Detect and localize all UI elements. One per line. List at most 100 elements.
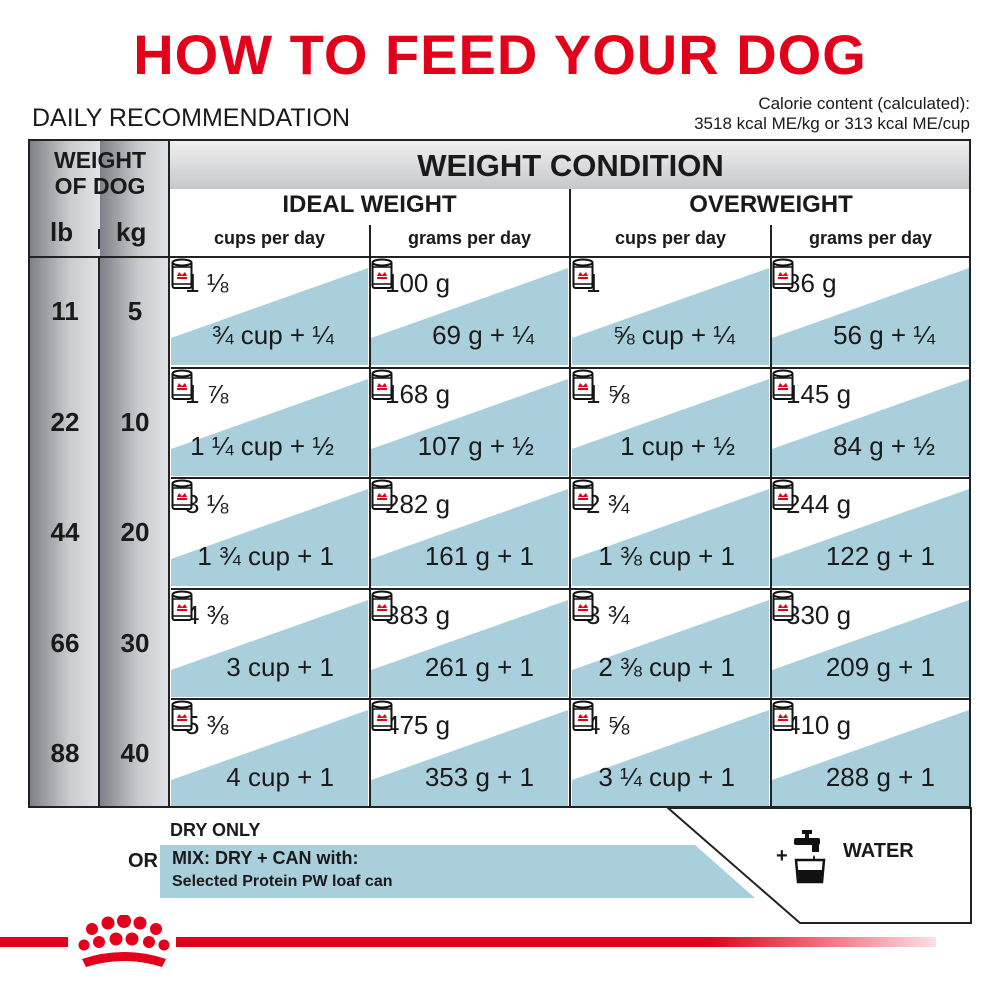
row-lb-value: 66 [50, 628, 80, 658]
can-icon [572, 700, 594, 731]
cell-dry-amount: 410 g [786, 710, 852, 740]
col-over-cups: cups per day [614, 228, 727, 248]
lb-kg-divider [98, 256, 100, 806]
row-kg-value: 10 [120, 407, 150, 437]
cell-diagonal-fill [171, 710, 368, 806]
table-cell: 168 g 107 g + ½ [371, 369, 568, 476]
cell-mix-amount: 84 g + ½ [833, 431, 935, 461]
table-cell: 1⅝ cup + ¼ [572, 258, 769, 365]
can-icon [572, 479, 594, 510]
cell-dry-amount: 330 g [786, 600, 852, 630]
brand-line-right [176, 937, 936, 947]
mix-label: MIX: DRY + CAN with: [172, 848, 359, 868]
row-lb-value: 22 [50, 407, 80, 437]
can-icon [371, 700, 393, 731]
cell-mix-amount: 3 cup + 1 [226, 652, 334, 682]
cell-diagonal-fill [572, 379, 769, 476]
cell-mix-amount: 1 ⅜ cup + 1 [598, 541, 735, 571]
weight-header-line-1: WEIGHT [54, 147, 146, 173]
cell-dry-amount: 145 g [786, 379, 852, 409]
weight-divider [168, 141, 170, 806]
col-over-grams: grams per day [808, 228, 933, 248]
weight-of-dog-header: WEIGHT OF DOG [30, 147, 170, 199]
table-cell: 244 g 122 g + 1 [772, 479, 969, 586]
lb-header: lb [50, 217, 74, 247]
cell-diagonal-fill [772, 268, 969, 365]
row-divider [171, 698, 969, 700]
cell-mix-amount: 288 g + 1 [825, 762, 935, 792]
row-kg-value: 5 [127, 296, 143, 326]
cell-dry-amount: 168 g [385, 379, 451, 409]
cell-diagonal-fill [772, 710, 969, 806]
cell-mix-amount: 161 g + 1 [424, 541, 534, 571]
cell-diagonal-fill [371, 379, 568, 476]
table-cell: 410 g 288 g + 1 [772, 700, 969, 806]
can-icon [171, 590, 193, 621]
cell-mix-amount: 1 ¾ cup + 1 [197, 541, 334, 571]
cell-mix-amount: ¾ cup + ¼ [211, 320, 334, 350]
header-bottom-line [30, 256, 969, 258]
cell-mix-amount: 1 cup + ½ [620, 431, 735, 461]
or-label: OR [128, 850, 158, 872]
cell-diagonal-fill [371, 710, 568, 806]
cell-mix-amount: 122 g + 1 [825, 541, 935, 571]
cell-dry-amount: 282 g [385, 489, 451, 519]
can-icon [772, 258, 794, 289]
col-ideal-grams: grams per day [407, 228, 532, 248]
mix-product-label: Selected Protein PW loaf can [172, 873, 393, 890]
can-icon [572, 590, 594, 621]
table-cell: 330 g 209 g + 1 [772, 590, 969, 697]
cell-diagonal-fill [171, 379, 368, 476]
cell-dry-amount: 86 g [786, 268, 837, 298]
can-icon [772, 479, 794, 510]
cell-diagonal-fill [772, 379, 969, 476]
can-icon [171, 369, 193, 400]
water-tap-icon [794, 830, 826, 884]
cell-mix-amount: ⅝ cup + ¼ [612, 320, 735, 350]
weight-lb-column [30, 141, 100, 806]
cell-mix-amount: 2 ⅜ cup + 1 [598, 652, 735, 682]
calorie-line-1: Calorie content (calculated): [758, 94, 970, 113]
row-kg-value: 30 [120, 628, 150, 658]
kg-header: kg [116, 217, 147, 247]
table-cell: 100 g 69 g + ¼ [371, 258, 568, 365]
cell-diagonal-fill [171, 489, 368, 586]
can-icon [371, 590, 393, 621]
row-lb-value: 88 [50, 738, 80, 768]
cell-mix-amount: 353 g + 1 [424, 762, 534, 792]
weight-header-line-2: OF DOG [54, 173, 146, 199]
can-icon [772, 700, 794, 731]
can-icon [572, 258, 594, 289]
row-kg-value: 20 [120, 517, 150, 547]
ideal-col-divider [369, 225, 371, 806]
weight-kg-column [100, 141, 170, 806]
col-ideal-cups: cups per day [213, 228, 326, 248]
cell-diagonal-fill [371, 600, 568, 697]
row-kg-value: 40 [120, 738, 150, 768]
ideal-weight-header: IDEAL WEIGHT [282, 191, 457, 218]
table-cell: 475 g 353 g + 1 [371, 700, 568, 806]
cell-diagonal-fill [572, 268, 769, 365]
page-title: HOW TO FEED YOUR DOG [133, 23, 867, 86]
cell-mix-amount: 261 g + 1 [424, 652, 534, 682]
table-cell: 86 g 56 g + ¼ [772, 258, 969, 365]
weight-condition-bar [170, 141, 969, 189]
cell-diagonal-fill [171, 600, 368, 697]
cell-diagonal-fill [772, 489, 969, 586]
daily-recommendation-label: DAILY RECOMMENDATION [32, 104, 351, 132]
cell-dry-amount: 244 g [786, 489, 852, 519]
table-cell: 282 g 161 g + 1 [371, 479, 568, 586]
water-label: WATER [843, 840, 914, 862]
can-icon [171, 479, 193, 510]
plus-sign: + [776, 845, 788, 867]
cell-dry-amount: 100 g [385, 268, 451, 298]
group-divider [569, 189, 571, 806]
weight-condition-header: WEIGHT CONDITION [417, 148, 724, 183]
